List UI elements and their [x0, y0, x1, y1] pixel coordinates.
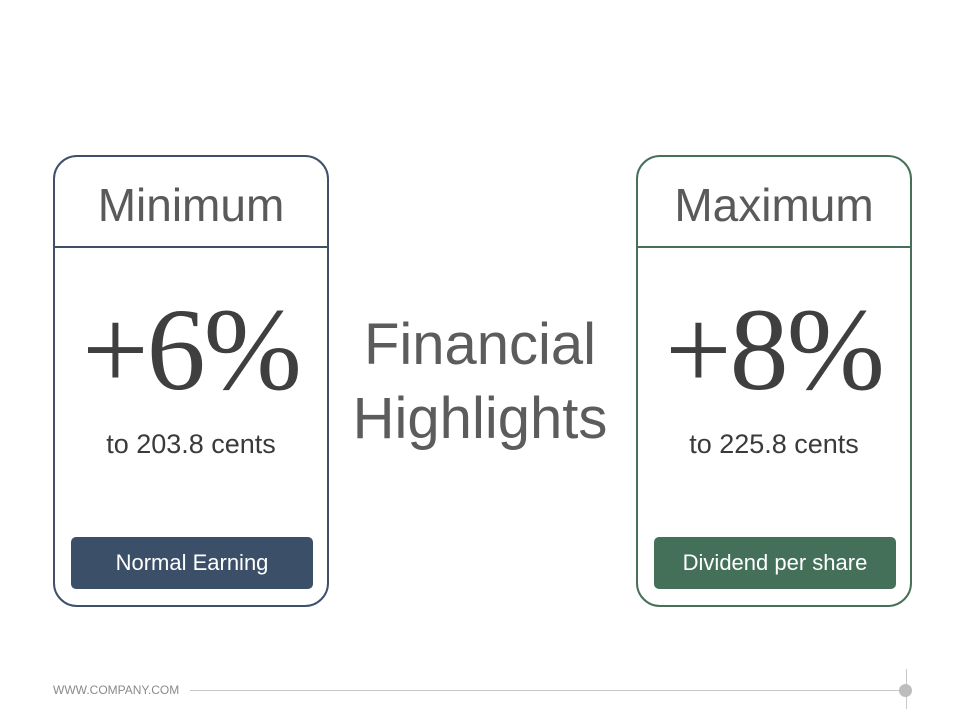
- page-title-line-1: Financial: [363, 312, 597, 377]
- page-title-line-2: Highlights: [352, 386, 608, 451]
- maximum-divider: [638, 246, 910, 248]
- footer-line: [190, 690, 904, 691]
- minimum-card: Minimum +6% to 203.8 cents Normal Earnin…: [53, 155, 329, 607]
- dividend-per-share-button[interactable]: Dividend per share: [654, 537, 896, 589]
- minimum-subtitle: to 203.8 cents: [106, 429, 276, 459]
- footer-dot-icon: [899, 684, 912, 697]
- maximum-subtitle: to 225.8 cents: [689, 429, 859, 459]
- page-title: Financial Highlights: [330, 308, 630, 456]
- maximum-title: Maximum: [674, 179, 874, 231]
- footer-website: WWW.COMPANY.COM: [53, 683, 180, 697]
- minimum-title: Minimum: [97, 179, 285, 231]
- minimum-value: +6%: [82, 284, 302, 415]
- maximum-card: Maximum +8% to 225.8 cents Dividend per …: [636, 155, 912, 607]
- minimum-divider: [55, 246, 327, 248]
- maximum-value: +8%: [665, 284, 885, 415]
- normal-earning-button[interactable]: Normal Earning: [71, 537, 313, 589]
